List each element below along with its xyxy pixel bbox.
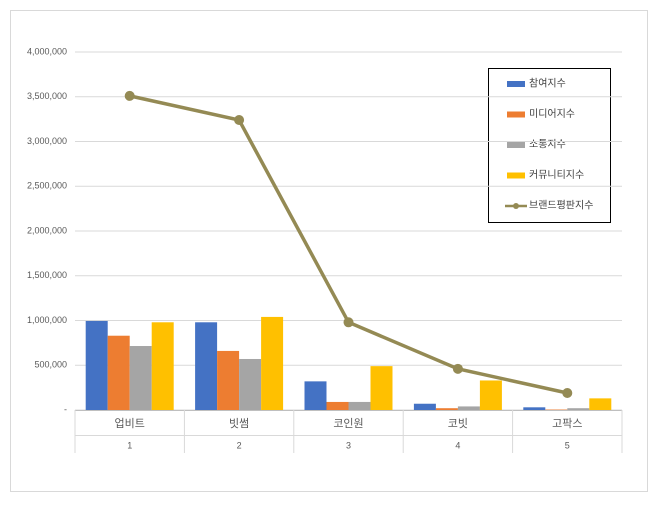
bar bbox=[239, 359, 261, 410]
line-marker bbox=[344, 317, 354, 327]
y-tick-label: 2,500,000 bbox=[27, 181, 67, 191]
bar bbox=[589, 398, 611, 410]
legend-swatch bbox=[507, 142, 525, 148]
bar bbox=[349, 402, 371, 410]
legend-swatch bbox=[507, 173, 525, 179]
bar bbox=[371, 366, 393, 410]
x-index-label: 2 bbox=[237, 440, 242, 450]
y-tick-label: 500,000 bbox=[34, 360, 67, 370]
y-tick-label: 2,000,000 bbox=[27, 225, 67, 235]
bar bbox=[458, 406, 480, 410]
line-marker bbox=[562, 388, 572, 398]
bar bbox=[327, 402, 349, 410]
line-marker bbox=[125, 91, 135, 101]
bar bbox=[480, 380, 502, 410]
legend-swatch bbox=[513, 203, 519, 209]
legend-label: 참여지수 bbox=[529, 78, 566, 90]
bar bbox=[523, 407, 545, 410]
bar bbox=[567, 408, 589, 410]
x-tick-label: 코인원 bbox=[333, 417, 363, 430]
y-tick-label: 3,500,000 bbox=[27, 91, 67, 101]
bar bbox=[108, 336, 130, 410]
bar bbox=[152, 322, 174, 410]
x-index-label: 3 bbox=[346, 440, 351, 450]
legend-swatch bbox=[507, 112, 525, 118]
legend-label: 브랜드평판지수 bbox=[529, 200, 593, 212]
x-index-label: 1 bbox=[127, 440, 132, 450]
bar bbox=[261, 317, 283, 410]
bar bbox=[130, 346, 152, 410]
y-tick-label: 3,000,000 bbox=[27, 136, 67, 146]
bar bbox=[305, 381, 327, 410]
x-tick-label: 고팍스 bbox=[552, 417, 582, 430]
y-tick-label: 4,000,000 bbox=[27, 46, 67, 56]
legend-label: 커뮤니티지수 bbox=[529, 169, 584, 181]
bar bbox=[414, 404, 436, 410]
x-index-label: 4 bbox=[455, 440, 460, 450]
legend-label: 미디어지수 bbox=[529, 108, 575, 120]
line-marker bbox=[234, 115, 244, 125]
x-index-label: 5 bbox=[565, 440, 570, 450]
line-marker bbox=[453, 364, 463, 374]
legend-swatch bbox=[507, 81, 525, 87]
x-tick-label: 업비트 bbox=[115, 417, 145, 430]
y-tick-label: 1,000,000 bbox=[27, 315, 67, 325]
bar bbox=[436, 408, 458, 410]
x-tick-label: 빗썸 bbox=[229, 417, 249, 430]
y-tick-label: - bbox=[64, 404, 67, 414]
bar bbox=[195, 322, 217, 410]
bar bbox=[86, 321, 108, 410]
x-tick-label: 코빗 bbox=[448, 417, 468, 430]
legend-label: 소통지수 bbox=[529, 139, 566, 151]
bar bbox=[217, 351, 239, 410]
y-tick-label: 1,500,000 bbox=[27, 270, 67, 280]
